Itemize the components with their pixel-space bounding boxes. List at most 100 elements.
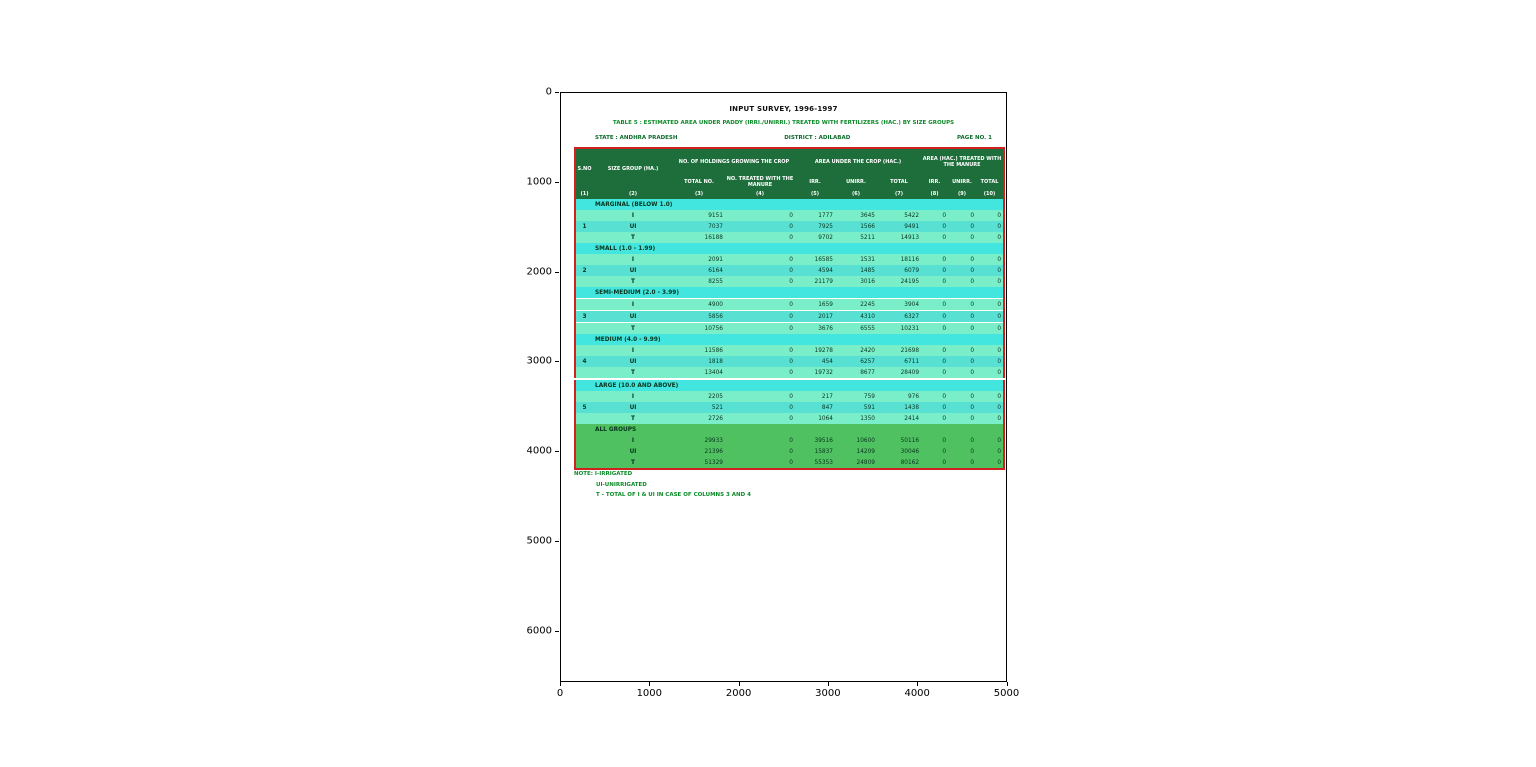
y-tick-label: 2000: [526, 266, 552, 278]
sno-cell: [575, 378, 593, 391]
group-label: MEDIUM (4.0 - 9.99): [593, 334, 1005, 345]
table-cell: 0: [921, 435, 949, 446]
table-cell: 0: [976, 221, 1005, 232]
table-row: I 4900 0 1659 2245 3904 0 0 0: [575, 298, 1005, 311]
table-cell: 0: [725, 413, 795, 424]
document-meta-row: STATE : ANDHRA PRADESH DISTRICT : ADILAB…: [595, 135, 992, 141]
table-row: I 29933 0 39516 10600 50116 0 0 0: [575, 435, 1005, 446]
table-cell: 0: [921, 322, 949, 334]
table-cell: 6257: [835, 356, 877, 367]
header-treated-no: NO. TREATED WITH THE MANURE: [725, 175, 795, 188]
table-cell: 1485: [835, 265, 877, 276]
page-number-label: PAGE NO. 1: [957, 135, 992, 141]
table-cell: 0: [948, 210, 977, 221]
header-size-group: SIZE GROUP (HA.): [593, 148, 673, 188]
table-cell: 0: [948, 298, 977, 311]
table-cell: 55353: [795, 457, 835, 469]
table-cell: 976: [877, 391, 922, 402]
sno-cell: [575, 391, 593, 402]
sno-cell: [575, 367, 593, 379]
group-header-row: ALL GROUPS: [575, 424, 1005, 435]
table-cell: 1659: [795, 298, 835, 311]
table-cell: 0: [921, 310, 949, 323]
district-label: DISTRICT : ADILABAD: [784, 135, 851, 141]
table-row: T 10756 0 3676 6555 10231 0 0 0: [575, 322, 1005, 334]
table-cell: 1777: [795, 210, 835, 221]
table-cell: 6079: [877, 265, 922, 276]
table-cell: 5856: [673, 310, 725, 323]
row-type-label: T: [593, 232, 673, 243]
table-row: I 2205 0 217 759 976 0 0 0: [575, 391, 1005, 402]
table-cell: 3904: [877, 298, 922, 311]
table-cell: 0: [976, 232, 1005, 243]
sno-cell: [575, 345, 593, 356]
table-cell: 6711: [877, 356, 922, 367]
x-tick-mark: [1006, 682, 1008, 686]
note-line: T - TOTAL OF I & UI IN CASE OF COLUMNS 3…: [596, 492, 751, 499]
sno-cell: [575, 298, 593, 311]
sno-cell: [575, 446, 593, 457]
note-line: UI-UNIRRIGATED: [596, 481, 647, 488]
table-cell: 21179: [795, 276, 835, 287]
group-label: SEMI-MEDIUM (2.0 - 3.99): [593, 287, 1005, 299]
table-cell: 2091: [673, 254, 725, 265]
table-row: 5 UI 521 0 847 591 1438 0 0 0: [575, 402, 1005, 413]
table-cell: 14209: [835, 446, 877, 457]
state-label: STATE : ANDHRA PRADESH: [595, 135, 678, 141]
table-cell: 0: [976, 265, 1005, 276]
table-cell: 0: [921, 254, 949, 265]
note-line: NOTE: I-IRRIGATED: [574, 471, 633, 477]
table-cell: 2414: [877, 413, 922, 424]
table-cell: 0: [725, 367, 795, 379]
table-cell: 13404: [673, 367, 725, 379]
table-cell: 0: [921, 367, 949, 379]
table-cell: 39516: [795, 435, 835, 446]
sno-cell: [575, 254, 593, 265]
table-cell: 0: [725, 345, 795, 356]
table-cell: 4310: [835, 310, 877, 323]
table-cell: 0: [921, 446, 949, 457]
table-cell: 0: [948, 276, 977, 287]
table-cell: 0: [921, 402, 949, 413]
table-cell: 2726: [673, 413, 725, 424]
table-cell: 0: [948, 367, 977, 379]
table-row: T 2726 0 1064 1350 2414 0 0 0: [575, 413, 1005, 424]
sno-cell: [575, 287, 593, 299]
table-cell: 3676: [795, 322, 835, 334]
header-irr: IRR.: [795, 175, 835, 188]
table-row: T 8255 0 21179 3016 24195 0 0 0: [575, 276, 1005, 287]
header-total-no: TOTAL NO.: [673, 175, 725, 188]
table-cell: 10600: [835, 435, 877, 446]
sno-cell: [575, 210, 593, 221]
table-row: 3 UI 5856 0 2017 4310 6327 0 0 0: [575, 310, 1005, 323]
table-cell: 0: [976, 345, 1005, 356]
table-cell: 24195: [877, 276, 922, 287]
table-cell: 0: [976, 298, 1005, 311]
table-cell: 0: [976, 210, 1005, 221]
table-cell: 16188: [673, 232, 725, 243]
y-tick-label: 4000: [526, 445, 552, 457]
x-tick-mark: [827, 682, 829, 686]
group-label: MARGINAL (BELOW 1.0): [593, 199, 1005, 210]
table-cell: 0: [948, 413, 977, 424]
x-tick-label: 4000: [904, 688, 930, 699]
header-total: TOTAL: [877, 175, 922, 188]
table-cell: 4594: [795, 265, 835, 276]
table-cell: 0: [921, 298, 949, 311]
x-tick-mark: [649, 682, 651, 686]
table-row: I 9151 0 1777 3645 5422 0 0 0: [575, 210, 1005, 221]
table-cell: 2245: [835, 298, 877, 311]
sno-cell: [575, 243, 593, 254]
table-cell: 0: [921, 210, 949, 221]
table-cell: 16585: [795, 254, 835, 265]
table-cell: 21396: [673, 446, 725, 457]
group-header-row: LARGE (10.0 AND ABOVE): [575, 378, 1005, 391]
col-number: (4): [725, 188, 795, 199]
y-tick-mark: [555, 271, 559, 273]
document-subtitle: TABLE 5 : ESTIMATED AREA UNDER PADDY (IR…: [612, 120, 955, 126]
y-tick-mark: [555, 92, 559, 93]
table-cell: 0: [921, 265, 949, 276]
row-type-label: I: [593, 391, 673, 402]
table-cell: 11586: [673, 345, 725, 356]
table-cell: 0: [921, 413, 949, 424]
